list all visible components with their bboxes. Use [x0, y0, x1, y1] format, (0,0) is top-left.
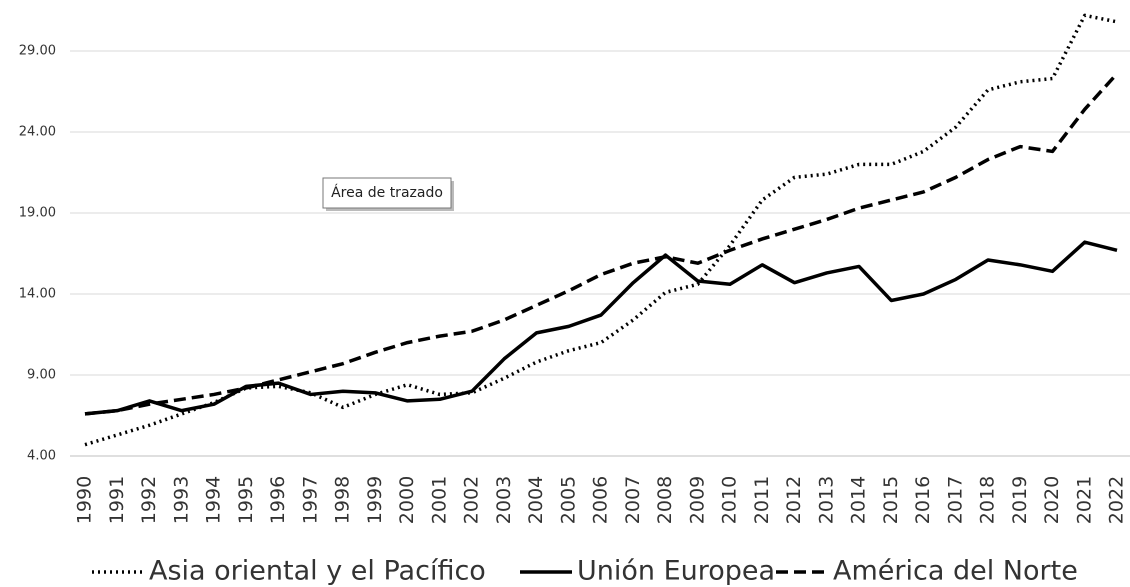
x-tick-label: 2008 — [654, 476, 676, 524]
y-tick-label: 29.00 — [19, 44, 56, 59]
legend-item: Asia oriental y el Pacífico — [92, 556, 486, 587]
legend-item: América del Norte — [776, 556, 1078, 587]
x-tick-label: 1995 — [235, 476, 257, 524]
x-tick-label: 2017 — [944, 476, 966, 524]
x-tick-label: 2007 — [622, 476, 644, 524]
x-tick-label: 2016 — [912, 476, 934, 524]
x-tick-label: 2011 — [751, 476, 773, 524]
x-tick-label: 2015 — [880, 476, 902, 524]
x-tick-label: 2009 — [686, 476, 708, 524]
x-tick-label: 1994 — [203, 476, 225, 524]
y-tick-label: 14.00 — [19, 287, 56, 302]
x-tick-label: 2020 — [1041, 476, 1063, 524]
x-tick-label: 2004 — [525, 476, 547, 524]
x-tick-label: 1990 — [74, 476, 96, 524]
legend-label: Unión Europea — [577, 556, 775, 587]
series-line — [84, 240, 1118, 416]
x-tick-label: 1996 — [267, 476, 289, 524]
x-tick-label: 2006 — [590, 476, 612, 524]
y-tick-label: 19.00 — [19, 206, 56, 221]
annotation-frame — [322, 177, 452, 209]
x-tick-label: 2021 — [1073, 476, 1095, 524]
legend-item: Unión Europea — [520, 556, 775, 587]
series-line — [84, 13, 1118, 447]
x-tick-label: 2018 — [977, 476, 999, 524]
series-line — [84, 72, 1119, 416]
x-tick-label: 1997 — [299, 476, 321, 524]
x-tick-label: 2014 — [848, 476, 870, 524]
x-tick-label: 1991 — [106, 476, 128, 524]
x-tick-label: 1998 — [332, 476, 354, 524]
annotation-box: Área de trazado — [322, 177, 454, 211]
x-tick-label: 2003 — [493, 476, 515, 524]
y-tick-label: 4.00 — [27, 449, 56, 464]
legend-label: Asia oriental y el Pacífico — [149, 556, 486, 587]
x-tick-label: 2010 — [719, 476, 741, 524]
x-tick-label: 2005 — [557, 476, 579, 524]
y-tick-label: 9.00 — [27, 368, 56, 383]
y-tick-label: 24.00 — [19, 125, 56, 140]
x-tick-label: 2013 — [815, 476, 837, 524]
legend-label: América del Norte — [833, 556, 1078, 587]
x-tick-label: 2019 — [1009, 476, 1031, 524]
x-tick-label: 2002 — [461, 476, 483, 524]
x-tick-label: 2012 — [783, 476, 805, 524]
x-tick-label: 1992 — [138, 476, 160, 524]
x-tick-label: 1999 — [364, 476, 386, 524]
x-tick-label: 1993 — [170, 476, 192, 524]
x-tick-label: 2000 — [396, 476, 418, 524]
annotation: Área de trazado — [331, 184, 443, 201]
x-tick-label: 2022 — [1106, 476, 1128, 524]
x-tick-label: 2001 — [428, 476, 450, 524]
